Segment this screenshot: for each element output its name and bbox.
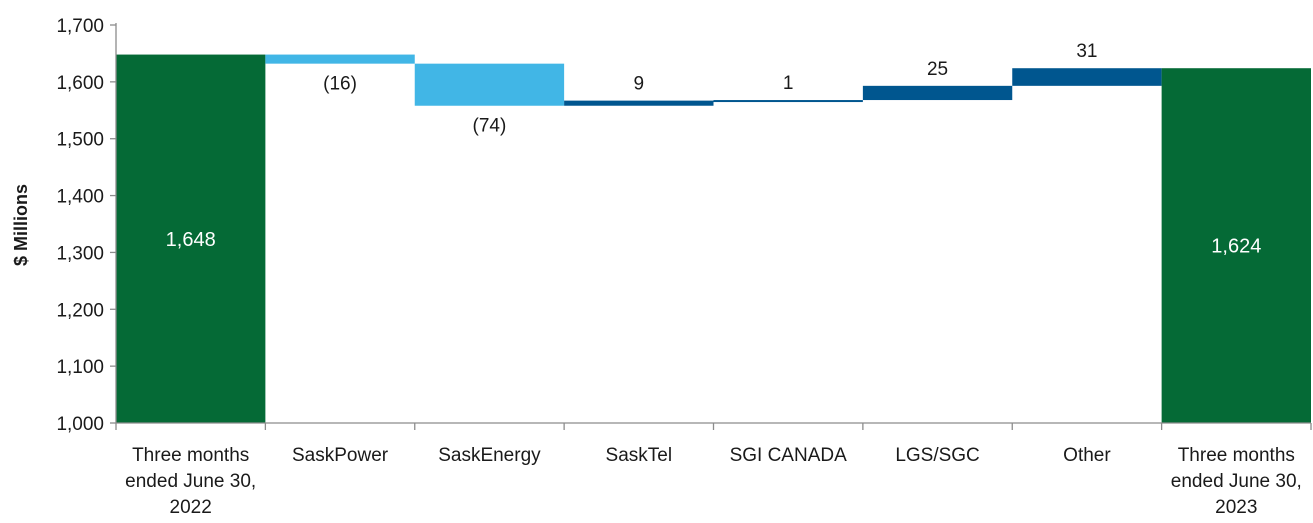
y-tick-label: 1,400 [56, 187, 104, 208]
axes-layer: 1,000 1,100 1,200 1,300 1,400 1,500 1,600 1,700… [56, 16, 1312, 518]
y-tick-label: 1,200 [56, 300, 104, 321]
y-tick-label: 1,000 [56, 414, 104, 435]
change-bar-6 [1012, 68, 1162, 86]
change-bar-4 [713, 100, 863, 103]
change-bar-5 [862, 85, 1013, 101]
data-label-6: 31 [1076, 41, 1097, 62]
x-category-label: SaskPower [292, 445, 389, 466]
y-tick-label: 1,100 [56, 357, 104, 378]
change-bar-3 [564, 100, 714, 106]
labels-layer: 1,648 (16) (74) 9 1 25 31 1,624 [166, 41, 1262, 257]
x-category-label: Three months ended June 30, 2023 [1171, 445, 1302, 518]
change-bar-1 [265, 54, 415, 64]
total-bar-7 [1161, 68, 1311, 423]
data-label-1: (16) [323, 74, 357, 95]
data-label-5: 25 [927, 59, 948, 80]
x-category-label: SaskEnergy [438, 445, 541, 466]
data-label-7: 1,624 [1211, 236, 1261, 258]
change-bar-2 [414, 63, 565, 106]
data-label-0: 1,648 [166, 229, 216, 251]
x-category-label: LGS/SGC [895, 445, 979, 466]
data-label-2: (74) [473, 116, 507, 137]
y-tick-label: 1,600 [56, 73, 104, 94]
x-category-label: Three months ended June 30, 2022 [125, 445, 256, 518]
y-axis-title: $ Millions [11, 184, 31, 266]
x-category-label: SGI CANADA [730, 445, 848, 466]
data-label-3: 9 [634, 74, 645, 95]
x-category-label: SaskTel [606, 445, 673, 466]
y-tick-label: 1,500 [56, 130, 104, 151]
bars-layer [116, 54, 1311, 424]
x-category-label: Other [1063, 445, 1111, 466]
data-label-4: 1 [783, 73, 794, 94]
y-tick-label: 1,700 [56, 16, 104, 37]
total-bar-0 [116, 54, 266, 424]
y-tick-label: 1,300 [56, 243, 104, 264]
